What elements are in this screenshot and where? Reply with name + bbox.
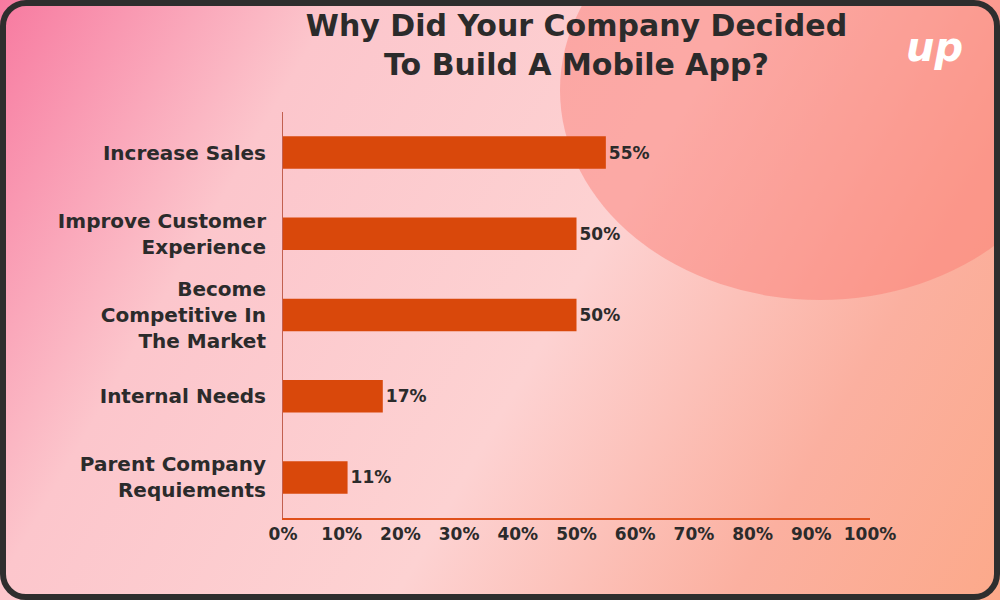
svg-text:Parent CompanyRequiements: Parent CompanyRequiements [80, 452, 266, 502]
svg-text:0%: 0% [269, 524, 298, 544]
svg-text:17%: 17% [386, 386, 427, 406]
svg-text:Increase Sales: Increase Sales [103, 141, 266, 165]
svg-text:50%: 50% [580, 305, 621, 325]
svg-text:up: up [906, 24, 963, 70]
svg-text:Improve CustomerExperience: Improve CustomerExperience [58, 209, 266, 259]
svg-text:55%: 55% [609, 143, 650, 163]
svg-text:11%: 11% [351, 467, 392, 487]
svg-text:70%: 70% [674, 524, 715, 544]
svg-text:50%: 50% [580, 224, 621, 244]
svg-text:40%: 40% [497, 524, 538, 544]
svg-text:10%: 10% [321, 524, 362, 544]
svg-text:80%: 80% [732, 524, 773, 544]
svg-text:30%: 30% [439, 524, 480, 544]
svg-text:60%: 60% [615, 524, 656, 544]
svg-text:Why Did Your Company DecidedTo: Why Did Your Company DecidedTo Build A M… [306, 8, 847, 82]
svg-text:BecomeCompetitive InThe Market: BecomeCompetitive InThe Market [101, 277, 267, 353]
svg-text:100%: 100% [844, 524, 897, 544]
svg-text:Internal Needs: Internal Needs [100, 384, 266, 408]
svg-text:90%: 90% [791, 524, 832, 544]
svg-text:20%: 20% [380, 524, 421, 544]
svg-text:50%: 50% [556, 524, 597, 544]
